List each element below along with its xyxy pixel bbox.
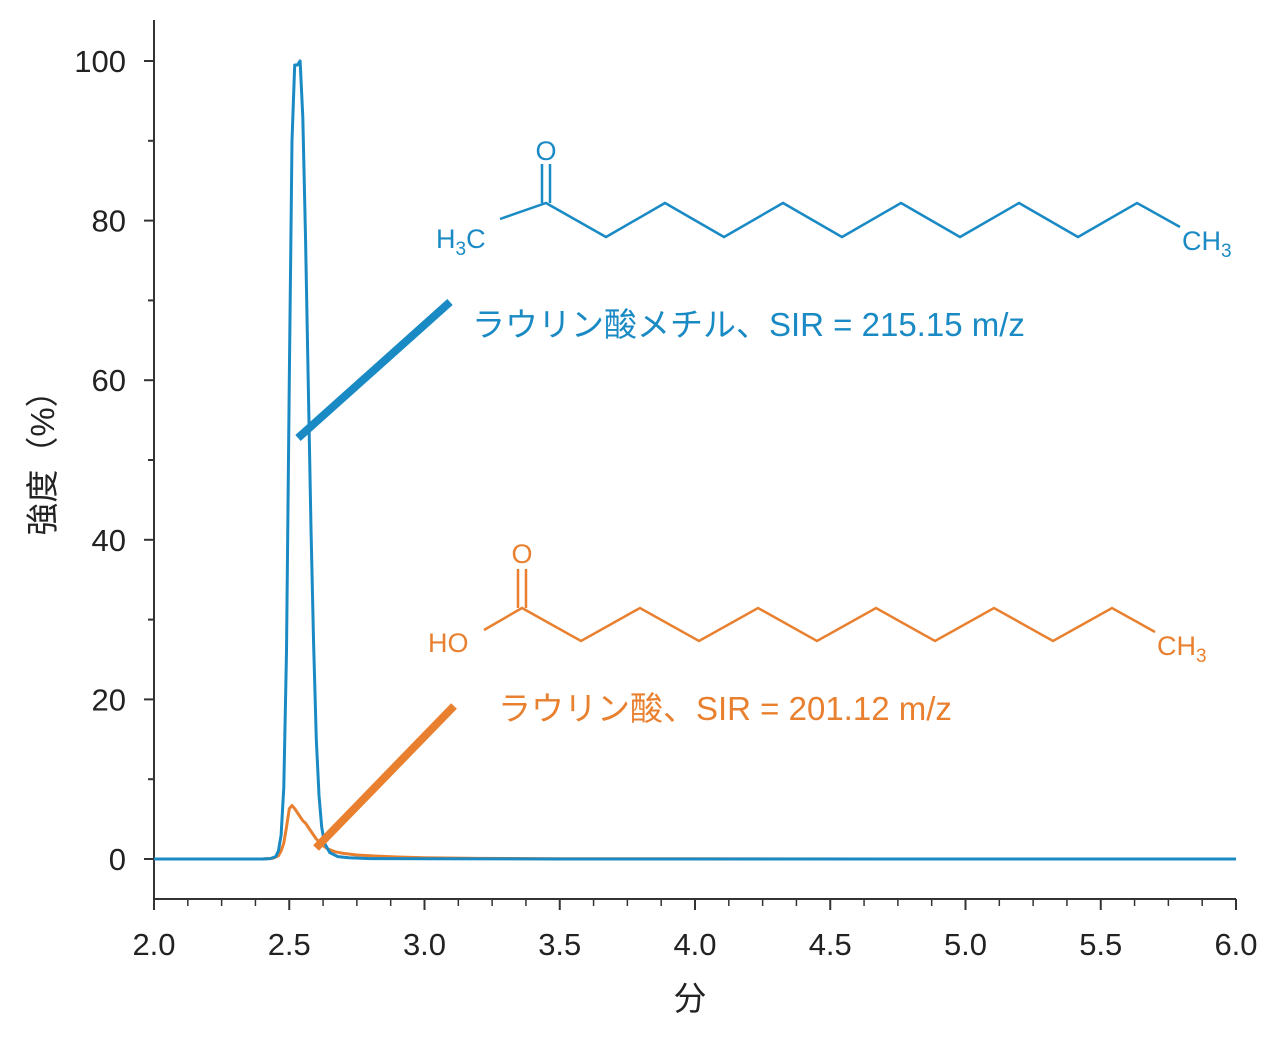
methyl-laurate-chain xyxy=(499,201,1181,239)
y-tick-label: 20 xyxy=(92,682,126,717)
x-tick-label: 3.5 xyxy=(538,927,581,962)
methyl-laurate-oxygen: O xyxy=(535,136,556,166)
lauric-acid-label: ラウリン酸、SIR = 201.12 m/z xyxy=(498,690,952,727)
y-tick-label: 40 xyxy=(92,523,126,558)
lauric-acid-chain xyxy=(483,606,1156,643)
x-tick-label: 4.0 xyxy=(673,927,716,962)
x-tick-label: 6.0 xyxy=(1214,927,1257,962)
lauric-acid-structure: O HO CH3 xyxy=(428,539,1207,667)
x-tick-label: 3.0 xyxy=(403,927,446,962)
lauric-acid-annotation: ラウリン酸、SIR = 201.12 m/z O HO CH3 xyxy=(313,539,1207,851)
series-lauric-acid-line xyxy=(154,804,1236,861)
x-axis-title: 分 xyxy=(674,980,707,1017)
series-methyl-laurate-line xyxy=(154,59,1236,861)
x-tick-label: 2.5 xyxy=(268,927,311,962)
methyl-laurate-pointer xyxy=(295,299,453,441)
y-tick-label: 80 xyxy=(92,204,126,239)
lauric-acid-hydroxyl: HO xyxy=(428,628,469,658)
lauric-acid-right-ch3: CH3 xyxy=(1157,631,1207,667)
y-ticks: 0 20 40 60 80 100 xyxy=(74,44,154,877)
methyl-laurate-structure: O H3C CH3 xyxy=(436,136,1232,262)
x-tick-label: 5.5 xyxy=(1079,927,1122,962)
y-axis-title: 強度（%） xyxy=(24,374,61,535)
y-tick-label: 0 xyxy=(109,842,126,877)
methyl-laurate-label: ラウリン酸メチル、SIR = 215.15 m/z xyxy=(472,306,1025,343)
lauric-acid-pointer xyxy=(313,703,457,851)
x-tick-label: 5.0 xyxy=(944,927,987,962)
x-tick-label: 4.5 xyxy=(809,927,852,962)
y-tick-label: 60 xyxy=(92,363,126,398)
x-ticks: 2.0 2.5 3.0 3.5 4.0 4.5 5.0 5.5 6.0 xyxy=(132,899,1258,962)
y-tick-label: 100 xyxy=(74,44,126,79)
x-tick-label: 2.0 xyxy=(132,927,175,962)
methyl-laurate-left-ch3: H3C xyxy=(436,224,486,260)
methyl-laurate-right-ch3: CH3 xyxy=(1182,226,1232,262)
lauric-acid-oxygen: O xyxy=(511,539,532,569)
methyl-laurate-annotation: ラウリン酸メチル、SIR = 215.15 m/z O H3C CH3 xyxy=(295,136,1232,441)
